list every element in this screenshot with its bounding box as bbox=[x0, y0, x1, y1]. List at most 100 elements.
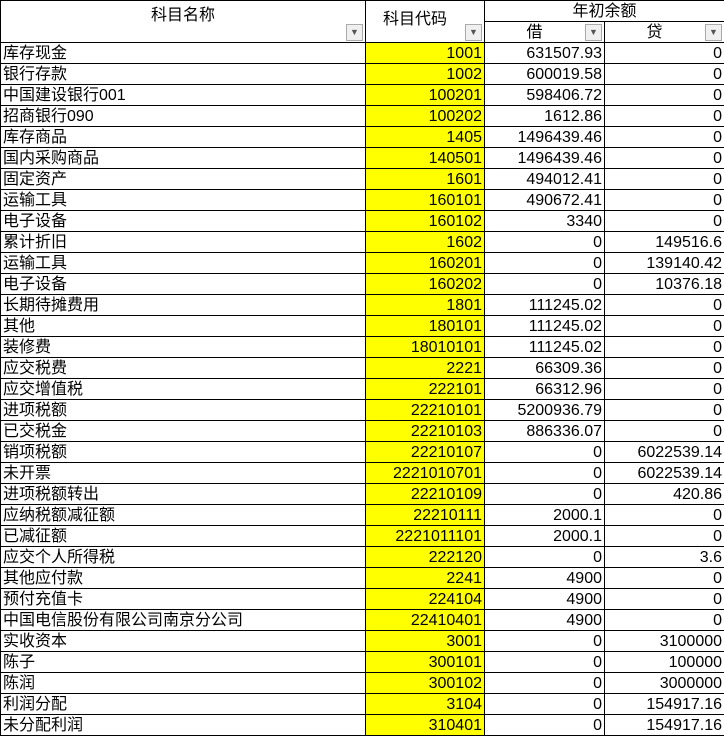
account-name-cell[interactable]: 累计折旧 bbox=[0, 231, 366, 253]
account-name-cell[interactable]: 陈润 bbox=[0, 672, 366, 694]
credit-cell[interactable]: 6022539.14 bbox=[603, 462, 724, 484]
credit-cell[interactable]: 139140.42 bbox=[603, 252, 724, 274]
account-code-cell[interactable]: 1002 bbox=[365, 63, 485, 85]
debit-cell[interactable]: 2000.1 bbox=[484, 504, 605, 526]
debit-cell[interactable]: 111245.02 bbox=[484, 315, 605, 337]
credit-cell[interactable]: 0 bbox=[603, 126, 724, 148]
account-code-cell[interactable]: 22210111 bbox=[365, 504, 485, 526]
debit-cell[interactable]: 1612.86 bbox=[484, 105, 605, 127]
filter-dropdown-icon[interactable]: ▼ bbox=[585, 24, 602, 41]
account-code-cell[interactable]: 1405 bbox=[365, 126, 485, 148]
account-code-cell[interactable]: 222101 bbox=[365, 378, 485, 400]
account-name-cell[interactable]: 装修费 bbox=[0, 336, 366, 358]
account-code-cell[interactable]: 22410401 bbox=[365, 609, 485, 631]
account-name-cell[interactable]: 销项税额 bbox=[0, 441, 366, 463]
credit-cell[interactable]: 10376.18 bbox=[603, 273, 724, 295]
account-name-cell[interactable]: 长期待摊费用 bbox=[0, 294, 366, 316]
credit-cell[interactable]: 149516.6 bbox=[603, 231, 724, 253]
filter-dropdown-icon[interactable]: ▼ bbox=[705, 24, 723, 41]
debit-cell[interactable]: 1496439.46 bbox=[484, 126, 605, 148]
debit-cell[interactable]: 111245.02 bbox=[484, 294, 605, 316]
account-code-cell[interactable]: 224104 bbox=[365, 588, 485, 610]
debit-cell[interactable]: 0 bbox=[484, 693, 605, 715]
account-name-cell[interactable]: 运输工具 bbox=[0, 189, 366, 211]
credit-cell[interactable]: 3100000 bbox=[603, 630, 724, 652]
debit-cell[interactable]: 0 bbox=[484, 462, 605, 484]
account-name-cell[interactable]: 利润分配 bbox=[0, 693, 366, 715]
credit-cell[interactable]: 100000 bbox=[603, 651, 724, 673]
account-code-cell[interactable]: 1801 bbox=[365, 294, 485, 316]
account-name-cell[interactable]: 已减征额 bbox=[0, 525, 366, 547]
account-code-cell[interactable]: 22210103 bbox=[365, 420, 485, 442]
account-name-cell[interactable]: 未分配利润 bbox=[0, 714, 366, 736]
credit-cell[interactable]: 0 bbox=[603, 357, 724, 379]
credit-cell[interactable]: 0 bbox=[603, 399, 724, 421]
credit-cell[interactable]: 0 bbox=[603, 567, 724, 589]
account-name-cell[interactable]: 其他 bbox=[0, 315, 366, 337]
debit-cell[interactable]: 0 bbox=[484, 483, 605, 505]
account-code-cell[interactable]: 160101 bbox=[365, 189, 485, 211]
account-code-cell[interactable]: 300102 bbox=[365, 672, 485, 694]
account-code-cell[interactable]: 2221 bbox=[365, 357, 485, 379]
filter-dropdown-icon[interactable]: ▼ bbox=[346, 24, 363, 41]
account-code-cell[interactable]: 22210101 bbox=[365, 399, 485, 421]
credit-cell[interactable]: 0 bbox=[603, 63, 724, 85]
account-code-cell[interactable]: 1601 bbox=[365, 168, 485, 190]
credit-cell[interactable]: 0 bbox=[603, 105, 724, 127]
account-code-cell[interactable]: 160201 bbox=[365, 252, 485, 274]
debit-cell[interactable]: 66309.36 bbox=[484, 357, 605, 379]
account-name-cell[interactable]: 应交个人所得税 bbox=[0, 546, 366, 568]
account-name-cell[interactable]: 进项税额 bbox=[0, 399, 366, 421]
debit-cell[interactable]: 0 bbox=[484, 630, 605, 652]
account-name-cell[interactable]: 应交税费 bbox=[0, 357, 366, 379]
credit-cell[interactable]: 3000000 bbox=[603, 672, 724, 694]
account-name-cell[interactable]: 电子设备 bbox=[0, 273, 366, 295]
credit-cell[interactable]: 0 bbox=[603, 168, 724, 190]
account-code-cell[interactable]: 180101 bbox=[365, 315, 485, 337]
account-name-cell[interactable]: 已交税金 bbox=[0, 420, 366, 442]
debit-cell[interactable]: 4900 bbox=[484, 588, 605, 610]
account-name-cell[interactable]: 陈子 bbox=[0, 651, 366, 673]
account-name-cell[interactable]: 运输工具 bbox=[0, 252, 366, 274]
credit-cell[interactable]: 0 bbox=[603, 336, 724, 358]
account-name-cell[interactable]: 电子设备 bbox=[0, 210, 366, 232]
credit-cell[interactable]: 0 bbox=[603, 378, 724, 400]
debit-cell[interactable]: 631507.93 bbox=[484, 42, 605, 64]
credit-cell[interactable]: 154917.16 bbox=[603, 714, 724, 736]
credit-cell[interactable]: 0 bbox=[603, 588, 724, 610]
account-name-cell[interactable]: 应交增值税 bbox=[0, 378, 366, 400]
credit-cell[interactable]: 0 bbox=[603, 294, 724, 316]
debit-cell[interactable]: 0 bbox=[484, 252, 605, 274]
debit-cell[interactable]: 600019.58 bbox=[484, 63, 605, 85]
account-code-cell[interactable]: 140501 bbox=[365, 147, 485, 169]
account-code-cell[interactable]: 3104 bbox=[365, 693, 485, 715]
debit-cell[interactable]: 0 bbox=[484, 546, 605, 568]
debit-cell[interactable]: 0 bbox=[484, 441, 605, 463]
account-name-cell[interactable]: 进项税额转出 bbox=[0, 483, 366, 505]
debit-cell[interactable]: 1496439.46 bbox=[484, 147, 605, 169]
account-name-cell[interactable]: 国内采购商品 bbox=[0, 147, 366, 169]
account-code-cell[interactable]: 2241 bbox=[365, 567, 485, 589]
debit-cell[interactable]: 490672.41 bbox=[484, 189, 605, 211]
debit-cell[interactable]: 494012.41 bbox=[484, 168, 605, 190]
debit-cell[interactable]: 886336.07 bbox=[484, 420, 605, 442]
account-name-cell[interactable]: 库存现金 bbox=[0, 42, 366, 64]
debit-cell[interactable]: 0 bbox=[484, 231, 605, 253]
account-code-cell[interactable]: 1602 bbox=[365, 231, 485, 253]
account-name-cell[interactable]: 中国建设银行001 bbox=[0, 84, 366, 106]
account-name-cell[interactable]: 未开票 bbox=[0, 462, 366, 484]
account-code-cell[interactable]: 2221011101 bbox=[365, 525, 485, 547]
account-code-cell[interactable]: 3001 bbox=[365, 630, 485, 652]
debit-cell[interactable]: 111245.02 bbox=[484, 336, 605, 358]
debit-cell[interactable]: 0 bbox=[484, 672, 605, 694]
credit-cell[interactable]: 0 bbox=[603, 315, 724, 337]
account-name-cell[interactable]: 库存商品 bbox=[0, 126, 366, 148]
debit-cell[interactable]: 0 bbox=[484, 273, 605, 295]
account-code-cell[interactable]: 100201 bbox=[365, 84, 485, 106]
credit-cell[interactable]: 0 bbox=[603, 420, 724, 442]
debit-cell[interactable]: 3340 bbox=[484, 210, 605, 232]
account-code-cell[interactable]: 160202 bbox=[365, 273, 485, 295]
credit-cell[interactable]: 0 bbox=[603, 84, 724, 106]
credit-cell[interactable]: 0 bbox=[603, 525, 724, 547]
credit-cell[interactable]: 0 bbox=[603, 42, 724, 64]
